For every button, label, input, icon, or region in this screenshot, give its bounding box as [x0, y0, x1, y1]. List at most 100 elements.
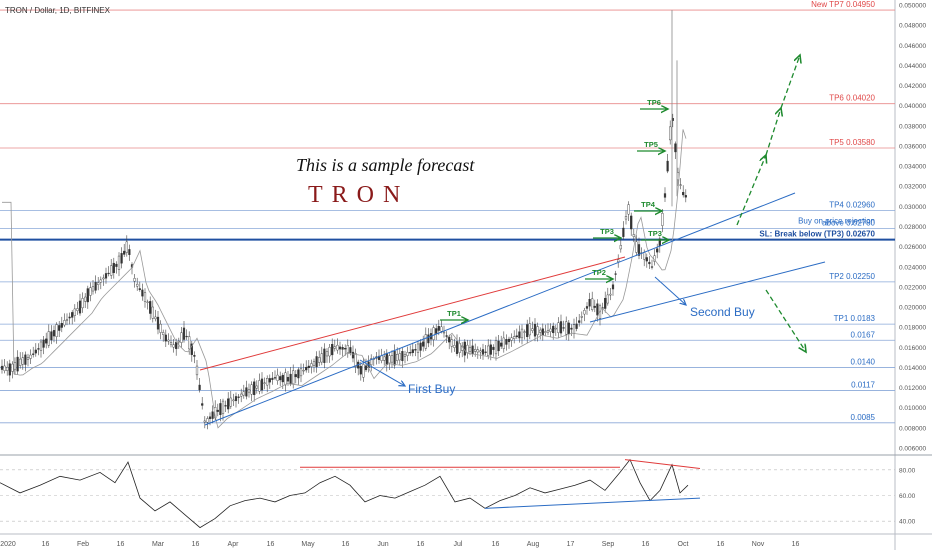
forecast-arrow-up — [736, 155, 766, 226]
x-tick-label: 16 — [42, 541, 50, 548]
candle-body — [606, 294, 609, 304]
candle-body — [312, 361, 316, 366]
candle-body — [167, 339, 170, 342]
candle-body — [26, 357, 30, 360]
candle-body — [94, 282, 97, 291]
level-label: 0.0140 — [851, 357, 876, 366]
candle-body — [552, 325, 555, 334]
candle-body — [596, 303, 599, 316]
candle-body — [162, 332, 165, 335]
candle-body — [149, 301, 152, 314]
x-tick-label: 16 — [342, 541, 350, 548]
candle-body — [432, 327, 435, 340]
candle-body — [198, 384, 201, 391]
price-candles — [0, 113, 687, 430]
y-tick-label: 0.040000 — [899, 103, 926, 110]
candle-body — [656, 248, 659, 253]
candle-body — [328, 347, 331, 357]
x-tick-label: Apr — [228, 541, 240, 548]
tp-marker-label: TP4 — [641, 200, 656, 209]
tp-marker-label: TP1 — [447, 309, 461, 318]
candle-body — [297, 369, 300, 379]
candle-body — [479, 350, 482, 353]
y-tick-label: 0.028000 — [899, 224, 926, 231]
y-tick-label: 0.022000 — [899, 284, 926, 291]
candle-body — [502, 337, 505, 349]
candle-body — [445, 335, 448, 337]
candle-body — [253, 381, 256, 396]
candle-body — [580, 316, 583, 318]
x-tick-label: 16 — [417, 541, 425, 548]
x-tick-label: 16 — [717, 541, 725, 548]
candle-body — [159, 323, 162, 333]
candle-body — [164, 334, 167, 342]
candle-body — [99, 279, 102, 283]
x-tick-label: Mar — [152, 541, 165, 548]
candle-body — [232, 399, 235, 402]
candle-body — [507, 338, 511, 343]
x-tick-label: Aug — [527, 541, 540, 548]
candle-body — [500, 342, 503, 347]
candle-body — [206, 418, 209, 423]
level-label: 0.0085 — [851, 413, 876, 422]
candle-body — [414, 349, 417, 351]
candle-body — [73, 308, 76, 316]
y-tick-label: 0.030000 — [899, 204, 926, 211]
candle-body — [0, 365, 4, 370]
candle-body — [474, 349, 477, 352]
candle-body — [406, 352, 409, 356]
candle-body — [29, 354, 32, 359]
candle-body — [63, 320, 66, 326]
forecast-arrow-up — [765, 108, 781, 156]
candle-body — [110, 265, 113, 276]
x-tick-label: Jul — [454, 541, 463, 548]
candle-body — [45, 338, 48, 344]
candle-body — [188, 336, 191, 350]
candle-body — [208, 416, 212, 419]
candle-body — [156, 316, 160, 330]
x-tick-label: 16 — [492, 541, 500, 548]
y-tick-label: 0.010000 — [899, 405, 926, 412]
x-tick-label: 16 — [267, 541, 275, 548]
candle-body — [247, 389, 251, 393]
candle-body — [411, 349, 414, 354]
candle-body — [201, 403, 204, 406]
x-tick-label: 16 — [192, 541, 200, 548]
candle-body — [50, 331, 53, 341]
candle-body — [424, 334, 427, 349]
candle-body — [650, 266, 654, 268]
candle-body — [455, 341, 459, 354]
candle-body — [271, 377, 274, 380]
candle-body — [528, 323, 531, 336]
candle-body — [193, 355, 196, 357]
candle-body — [409, 352, 412, 354]
candle-body — [575, 323, 578, 329]
first-buy-label: First Buy — [408, 382, 456, 396]
level-label: TP5 0.03580 — [829, 138, 875, 147]
level-label: TP1 0.0183 — [834, 314, 876, 323]
candle-body — [34, 349, 37, 354]
candle-body — [666, 160, 669, 172]
candle-body — [520, 328, 524, 339]
candle-body — [289, 373, 292, 385]
candle-body — [333, 346, 336, 349]
y-tick-label: 0.046000 — [899, 43, 926, 50]
rsi-red-trendline-2 — [624, 459, 701, 470]
candle-body — [21, 357, 24, 365]
candle-body — [52, 330, 56, 337]
candle-body — [624, 216, 628, 220]
y-tick-label: 0.034000 — [899, 164, 926, 171]
candle-body — [523, 331, 526, 333]
candle-body — [419, 342, 422, 351]
candle-body — [630, 215, 633, 230]
candle-body — [294, 374, 297, 378]
y-tick-label: 0.012000 — [899, 385, 926, 392]
blue-trendline — [204, 192, 796, 426]
candle-body — [323, 348, 326, 363]
candle-body — [396, 354, 399, 361]
candle-body — [518, 331, 521, 339]
candle-body — [679, 184, 682, 186]
candle-body — [11, 363, 14, 372]
candle-body — [468, 346, 472, 352]
